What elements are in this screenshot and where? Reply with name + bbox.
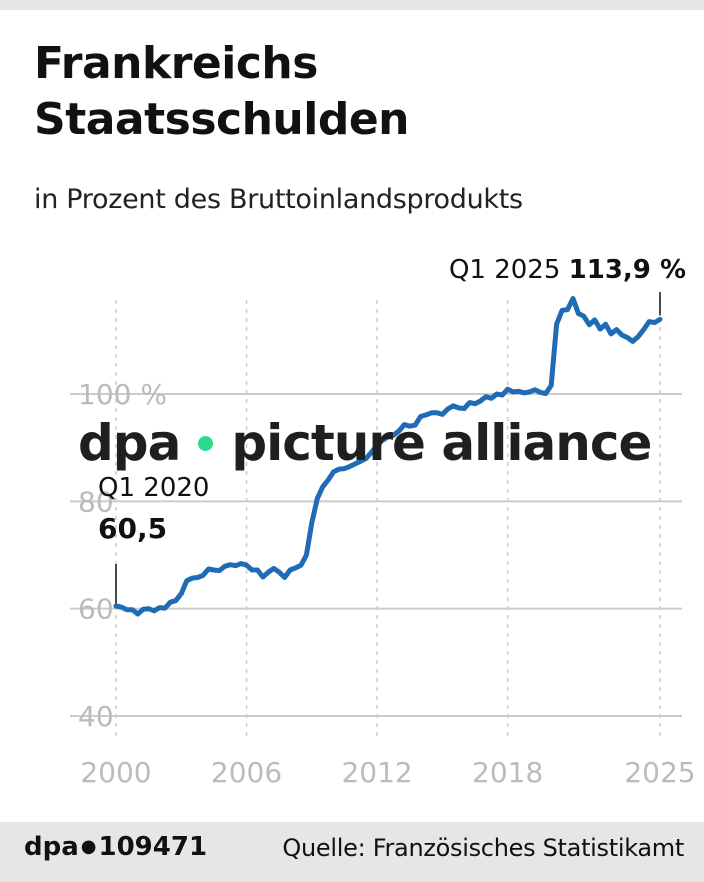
footer-logo-text: dpa <box>24 832 79 862</box>
annotation-start-value: 60,5 <box>98 512 167 545</box>
footer: dpa ●109471 Quelle: Französisches Statist… <box>0 822 704 882</box>
tick-layer: 40 60 80 100 % 2000 2006 2012 2018 2025 <box>78 378 696 789</box>
series-layer <box>113 296 663 617</box>
chart-subtitle: in Prozent des Bruttoinlandsprodukts <box>34 184 523 215</box>
x-tick-label: 2006 <box>211 756 282 789</box>
debt-series-line <box>113 296 663 617</box>
x-tick-label: 2018 <box>472 756 543 789</box>
y-tick-label: 40 <box>78 700 114 733</box>
watermark: dpa picture alliance <box>78 414 652 472</box>
annotation-start-label: Q1 2020 <box>98 473 209 503</box>
footer-logo: dpa ●109471 <box>24 832 207 862</box>
footer-id: 109471 <box>98 832 208 862</box>
watermark-left: dpa <box>78 414 181 472</box>
annotation-end-value: 113,9 % <box>569 255 686 285</box>
x-tick-label: 2025 <box>624 756 695 789</box>
y-tick-label: 100 % <box>78 378 167 411</box>
chart-title-line-2: Staatsschulden <box>34 94 410 145</box>
chart-title: Frankreichs Staatsschulden <box>34 36 674 148</box>
debt-line-chart: 40 60 80 100 % 2000 2006 2012 2018 2025 Q1 2020 6… <box>70 255 696 789</box>
annotation-end-label: Q1 2025 113,9 % <box>449 255 686 285</box>
top-bar <box>0 0 704 10</box>
x-tick-label: 2012 <box>341 756 412 789</box>
watermark-dot-icon <box>198 436 214 451</box>
y-tick-label: 60 <box>78 593 114 626</box>
annotation-layer: Q1 2020 60,5 Q1 2025 113,9 % <box>98 255 686 604</box>
x-tick-label: 2000 <box>80 756 151 789</box>
y-tick-label: 80 <box>78 485 114 518</box>
annotation-end-period: Q1 2025 <box>449 255 569 285</box>
grid-layer <box>70 300 682 740</box>
footer-logo-dot-icon: ● <box>80 836 97 857</box>
chart-title-line-1: Frankreichs <box>34 38 318 89</box>
watermark-right: picture alliance <box>231 414 652 472</box>
footer-source: Quelle: Französisches Statistikamt <box>282 834 684 862</box>
